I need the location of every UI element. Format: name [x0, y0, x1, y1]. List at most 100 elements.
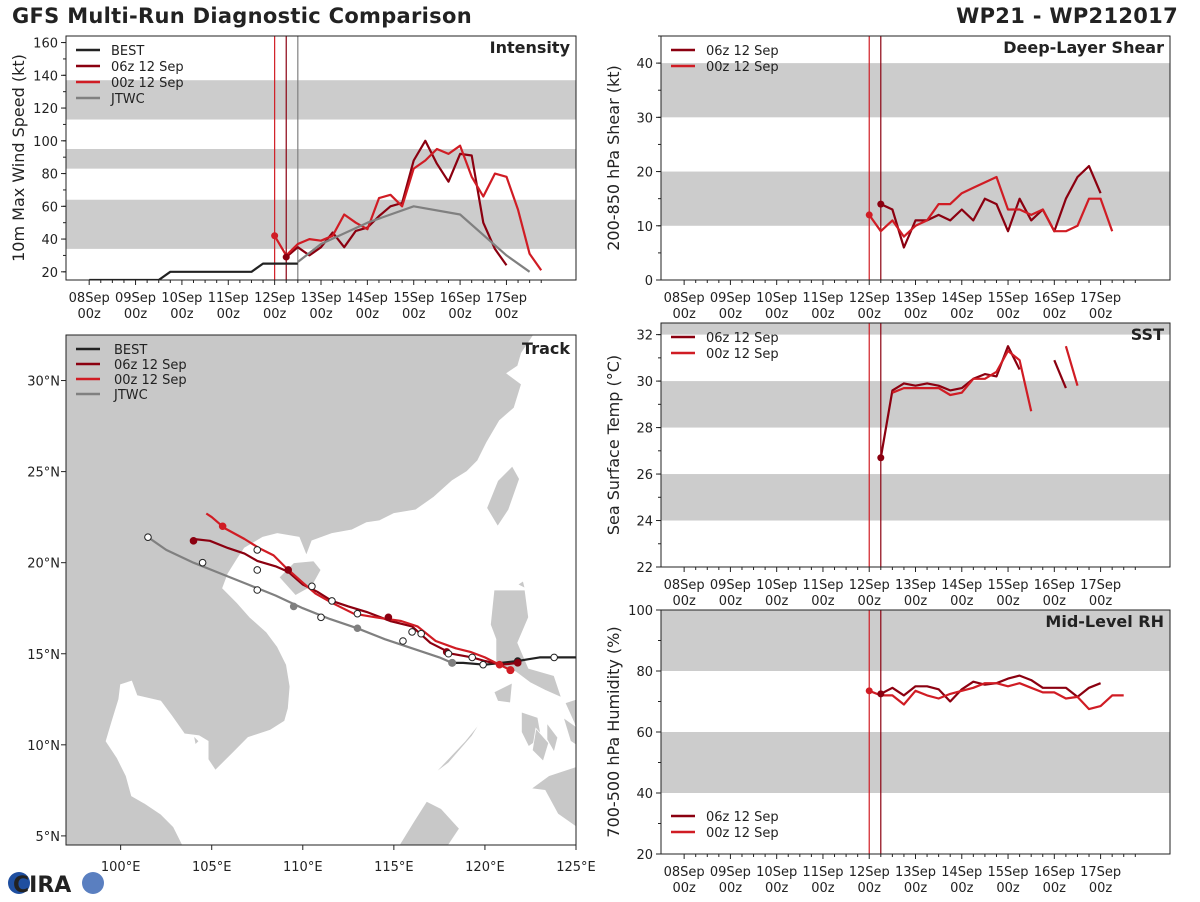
y-tick-label: 40 [636, 57, 653, 72]
x-tick-label: 125°E [556, 860, 596, 875]
sst-panel: 22242628303208Sep00z09Sep00z10Sep00z11Se… [604, 322, 1171, 609]
legend-label: JTWC [110, 92, 145, 107]
shaded-band [661, 474, 1170, 521]
panel-title: Deep-Layer Shear [1003, 38, 1164, 57]
chart-title-left: GFS Multi-Run Diagnostic Comparison [12, 4, 472, 28]
y-tick-label: 5°N [36, 830, 61, 845]
legend-label: BEST [111, 44, 144, 59]
x-tick-label: 00z [904, 307, 928, 322]
y-axis-label: 700-500 hPa Humidity (%) [604, 626, 623, 837]
init-marker [877, 454, 885, 462]
x-tick-label: 17Sep [486, 291, 527, 306]
series-group [879, 345, 1079, 458]
x-tick-label: 00z [672, 881, 696, 896]
x-tick-label: 11Sep [802, 865, 843, 880]
x-tick-label: 15Sep [988, 578, 1029, 593]
series-group [868, 674, 1124, 711]
x-tick-label: 16Sep [440, 291, 481, 306]
x-tick-label: 115°E [374, 860, 414, 875]
series-line-06z-12-sep [880, 165, 1102, 249]
shear-panel: 01020304008Sep00z09Sep00z10Sep00z11Sep00… [604, 35, 1171, 322]
logo-text: CIRA [13, 873, 71, 898]
x-tick-label: 00z [170, 307, 194, 322]
legend-label: BEST [114, 343, 147, 358]
x-tick-label: 17Sep [1080, 865, 1121, 880]
mindoro-land [493, 682, 513, 704]
x-tick-label: 00z [811, 881, 835, 896]
x-tick-label: 00z [811, 307, 835, 322]
x-tick-label: 00z [1043, 594, 1067, 609]
x-tick-label: 00z [904, 594, 928, 609]
y-tick-label: 25°N [27, 466, 60, 481]
x-tick-label: 00z [811, 594, 835, 609]
x-tick-label: 00z [996, 881, 1020, 896]
y-axis-label: 200-850 hPa Shear (kt) [604, 65, 623, 251]
init-marker [865, 687, 873, 695]
x-tick-label: 14Sep [941, 578, 982, 593]
y-axis-label: 10m Max Wind Speed (kt) [9, 54, 28, 262]
track-point [253, 586, 262, 594]
track-point [189, 537, 198, 545]
track-point [284, 566, 293, 574]
x-tick-label: 00z [858, 881, 882, 896]
x-tick-label: 00z [719, 307, 743, 322]
x-tick-label: 00z [904, 881, 928, 896]
x-tick-label: 00z [858, 307, 882, 322]
init-marker [448, 658, 457, 667]
series-group [868, 165, 1114, 249]
x-tick-label: 12Sep [849, 291, 890, 306]
x-tick-label: 13Sep [895, 578, 936, 593]
x-tick-label: 15Sep [988, 865, 1029, 880]
track-point [308, 582, 316, 591]
x-tick-label: 13Sep [895, 865, 936, 880]
track-point [144, 533, 152, 541]
track-point [289, 602, 298, 611]
y-tick-label: 20°N [27, 557, 60, 572]
y-tick-label: 60 [41, 200, 58, 215]
track-point [384, 613, 393, 622]
land-group [66, 335, 576, 845]
x-tick-label: 00z [1043, 307, 1067, 322]
series-line-00z-12-sep [891, 349, 1033, 412]
y-tick-label: 10°N [27, 739, 60, 754]
luzon-land [489, 589, 563, 699]
y-axis-label: Sea Surface Temp (°C) [604, 355, 623, 535]
series-line-00z-12-sep [868, 682, 1124, 711]
x-tick-label: 10Sep [756, 865, 797, 880]
shaded-band [661, 171, 1170, 226]
negros-land [531, 727, 550, 762]
legend-label: 06z 12 Sep [706, 331, 779, 346]
panel-title: Track [522, 339, 570, 358]
y-tick-label: 26 [636, 468, 653, 483]
borneo-land [398, 800, 460, 845]
x-tick-label: 100°E [101, 860, 141, 875]
globe-icon [8, 872, 30, 894]
x-tick-label: 00z [1089, 881, 1113, 896]
x-tick-label: 08Sep [664, 578, 705, 593]
cebu-land [546, 721, 559, 754]
mainland-land [66, 335, 535, 845]
series-line-06z-12-sep [879, 345, 1021, 458]
y-tick-label: 20 [41, 266, 58, 281]
band-group [661, 323, 1170, 521]
x-tick-label: 13Sep [300, 291, 341, 306]
y-tick-label: 40 [41, 233, 58, 248]
init-marker [877, 690, 885, 698]
x-tick-label: 16Sep [1034, 291, 1075, 306]
init-marker [282, 253, 290, 261]
y-tick-label: 32 [636, 329, 653, 344]
legend-label: JTWC [113, 388, 148, 403]
x-tick-label: 09Sep [710, 865, 751, 880]
track-point [468, 653, 476, 662]
panel-title: Mid-Level RH [1045, 612, 1164, 631]
track-point [417, 629, 425, 638]
x-tick-label: 00z [996, 307, 1020, 322]
y-tick-label: 20 [636, 848, 653, 863]
x-tick-label: 10Sep [756, 291, 797, 306]
x-tick-label: 00z [77, 307, 101, 322]
x-tick-label: 12Sep [254, 291, 295, 306]
x-tick-label: 10Sep [161, 291, 202, 306]
x-tick-label: 105°E [192, 860, 232, 875]
y-tick-label: 24 [636, 515, 653, 530]
